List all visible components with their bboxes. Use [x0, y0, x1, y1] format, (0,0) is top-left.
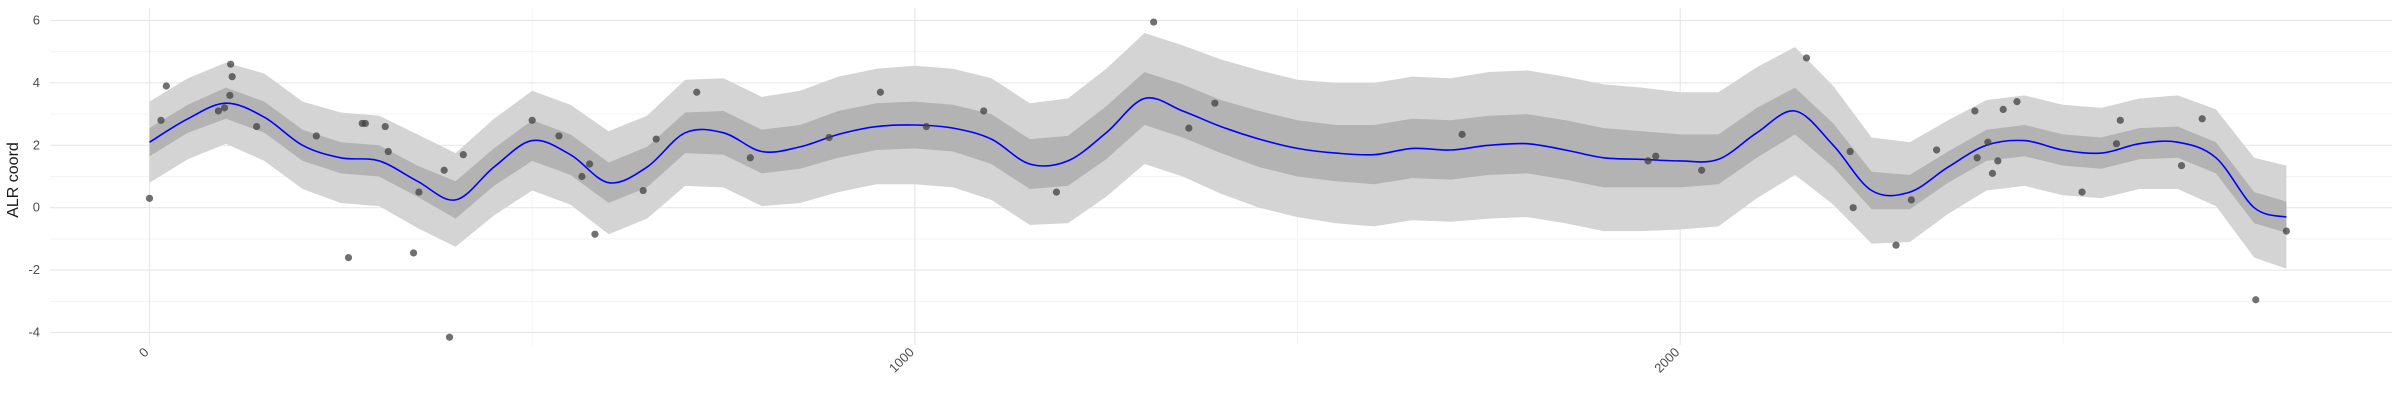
- data-point: [1892, 241, 1900, 249]
- data-point: [344, 254, 353, 262]
- data-point: [1458, 130, 1466, 138]
- y-tick-label: 0: [33, 200, 40, 215]
- y-tick-label: 6: [33, 12, 40, 27]
- data-point: [1988, 169, 1997, 177]
- data-point: [226, 91, 234, 99]
- data-point: [1052, 188, 1061, 196]
- data-point: [157, 116, 165, 124]
- data-point: [312, 132, 320, 140]
- data-point: [2198, 115, 2206, 123]
- y-axis-title: ALR coord: [5, 142, 22, 218]
- data-points: [145, 18, 2290, 341]
- data-point: [227, 60, 235, 68]
- data-point: [162, 82, 170, 90]
- data-point: [2078, 188, 2086, 196]
- data-point: [2177, 161, 2186, 170]
- data-point: [253, 122, 261, 131]
- data-point: [384, 147, 392, 156]
- data-point: [145, 194, 154, 202]
- y-tick-label: 4: [33, 75, 40, 90]
- data-point: [440, 166, 448, 174]
- data-point: [361, 119, 369, 128]
- data-point: [1984, 138, 1992, 146]
- data-point: [980, 107, 988, 115]
- data-point: [1849, 204, 1857, 212]
- data-point: [1185, 124, 1193, 132]
- inner-confidence-band: [149, 72, 2287, 233]
- data-point: [220, 104, 229, 112]
- data-point: [2013, 98, 2021, 106]
- data-point: [1150, 18, 1158, 26]
- data-point: [825, 133, 833, 142]
- data-point: [459, 151, 467, 159]
- data-point: [415, 188, 423, 196]
- data-point: [652, 135, 660, 143]
- data-point: [1907, 196, 1915, 204]
- data-point: [876, 88, 885, 96]
- mean-curve-layer: [149, 97, 2287, 218]
- x-tick-label: 0: [136, 345, 152, 361]
- data-point: [228, 73, 236, 81]
- data-point: [1994, 157, 2002, 165]
- data-point: [1698, 166, 1706, 174]
- data-point: [1802, 54, 1811, 62]
- data-point: [746, 154, 754, 162]
- data-point: [528, 116, 536, 124]
- data-point: [1999, 105, 2007, 114]
- data-point: [585, 160, 594, 168]
- data-point: [1846, 147, 1854, 156]
- data-point: [922, 122, 930, 131]
- data-point: [2116, 116, 2124, 124]
- data-point: [555, 132, 563, 140]
- data-point: [445, 333, 454, 341]
- mean-curve: [149, 97, 2287, 218]
- confidence-bands: [149, 33, 2287, 269]
- y-tick-label: 2: [33, 137, 40, 152]
- data-point: [578, 172, 586, 181]
- data-point: [2112, 140, 2121, 148]
- data-point: [214, 107, 222, 115]
- data-point: [381, 122, 389, 131]
- data-point: [1652, 152, 1660, 160]
- data-point: [1933, 146, 1941, 154]
- data-point: [1971, 107, 1979, 115]
- x-tick-label: 2000: [1651, 345, 1682, 376]
- y-tick-label: -2: [28, 262, 40, 277]
- x-tick-label: 1000: [886, 345, 917, 376]
- data-point: [1973, 154, 1981, 162]
- data-point: [591, 230, 599, 238]
- data-point: [693, 88, 701, 96]
- data-point: [2282, 227, 2290, 235]
- data-point: [1644, 157, 1652, 165]
- data-point: [1211, 99, 1219, 107]
- data-point: [639, 186, 647, 195]
- data-point: [2252, 296, 2260, 304]
- data-point: [409, 249, 418, 257]
- y-tick-label: -4: [28, 325, 40, 340]
